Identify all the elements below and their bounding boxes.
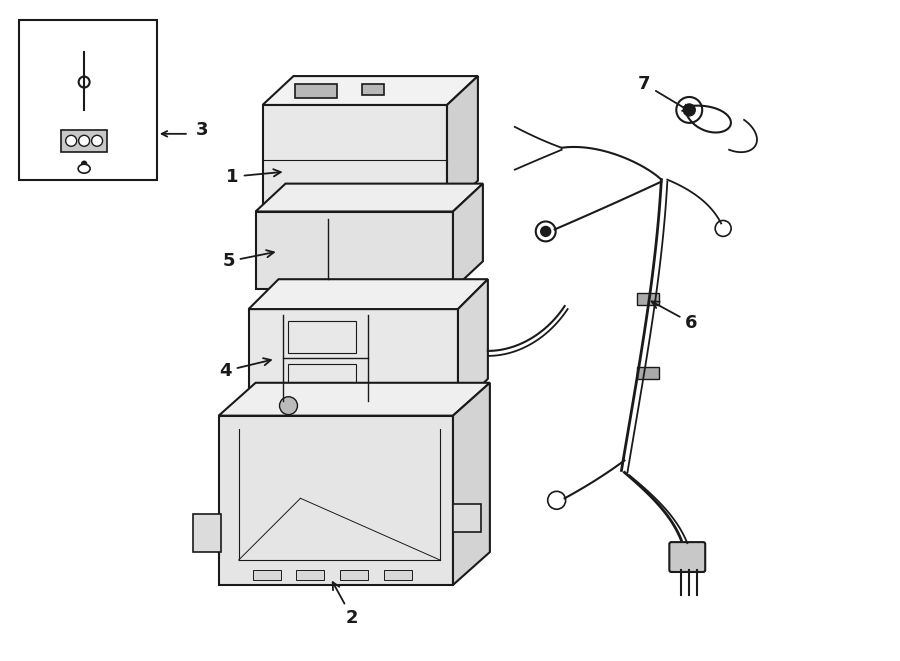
FancyBboxPatch shape <box>193 514 220 552</box>
Polygon shape <box>219 383 490 416</box>
Circle shape <box>82 161 86 166</box>
Circle shape <box>92 136 103 146</box>
Polygon shape <box>447 76 478 210</box>
FancyBboxPatch shape <box>363 84 384 95</box>
Polygon shape <box>256 184 483 212</box>
Polygon shape <box>263 76 478 105</box>
Text: 2: 2 <box>333 582 358 627</box>
Circle shape <box>78 136 90 146</box>
Circle shape <box>280 397 298 414</box>
FancyBboxPatch shape <box>340 570 368 580</box>
Circle shape <box>676 97 702 123</box>
Text: 6: 6 <box>652 301 698 332</box>
FancyBboxPatch shape <box>19 20 157 180</box>
Circle shape <box>683 104 695 116</box>
FancyBboxPatch shape <box>219 416 453 585</box>
Circle shape <box>66 136 77 146</box>
Text: 1: 1 <box>227 168 281 186</box>
FancyBboxPatch shape <box>289 321 356 353</box>
FancyBboxPatch shape <box>453 504 481 532</box>
FancyBboxPatch shape <box>289 364 356 396</box>
Circle shape <box>548 491 565 509</box>
Polygon shape <box>248 279 488 309</box>
Circle shape <box>541 227 551 237</box>
Polygon shape <box>458 279 488 408</box>
FancyBboxPatch shape <box>263 105 447 210</box>
FancyBboxPatch shape <box>352 288 391 306</box>
Circle shape <box>536 221 555 241</box>
FancyBboxPatch shape <box>637 293 660 305</box>
Text: 4: 4 <box>220 358 271 380</box>
Circle shape <box>716 221 731 237</box>
Text: 5: 5 <box>222 250 274 270</box>
FancyBboxPatch shape <box>670 542 706 572</box>
FancyBboxPatch shape <box>295 84 338 98</box>
Polygon shape <box>453 383 490 585</box>
FancyBboxPatch shape <box>253 570 281 580</box>
FancyBboxPatch shape <box>637 367 660 379</box>
FancyBboxPatch shape <box>61 130 107 152</box>
FancyBboxPatch shape <box>248 309 458 408</box>
FancyBboxPatch shape <box>384 570 412 580</box>
Text: 7: 7 <box>638 75 690 112</box>
FancyBboxPatch shape <box>256 212 453 289</box>
FancyBboxPatch shape <box>296 570 324 580</box>
Polygon shape <box>453 184 483 289</box>
Text: 3: 3 <box>196 121 208 139</box>
Ellipse shape <box>78 164 90 173</box>
